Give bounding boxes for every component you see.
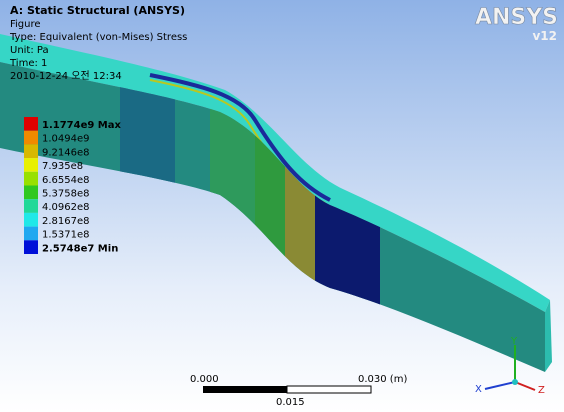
scale-bar — [287, 386, 371, 393]
logo: ANSYS — [475, 5, 558, 30]
legend-label: 2.8167e8 — [42, 216, 90, 227]
header-line: Figure — [10, 19, 41, 30]
triad-label: Z — [538, 385, 545, 396]
legend-label: 4.0962e8 — [42, 202, 90, 213]
scale-middle: 0.015 — [276, 397, 305, 408]
legend-label: 1.0494e9 — [42, 134, 90, 145]
legend-label: 2.5748e7 Min — [42, 243, 118, 254]
logo-version: v12 — [532, 29, 557, 43]
header-line: Unit: Pa — [10, 45, 49, 56]
legend-swatch — [24, 240, 38, 254]
scale-bar — [203, 386, 287, 393]
legend-swatch — [24, 117, 38, 131]
legend-label: 1.1774e9 Max — [42, 120, 122, 131]
legend-label: 6.6554e8 — [42, 175, 90, 186]
legend-swatch — [24, 172, 38, 186]
legend-label: 5.3758e8 — [42, 189, 90, 200]
legend-label: 1.5371e8 — [42, 230, 90, 241]
legend-label: 7.935e8 — [42, 161, 83, 172]
legend-swatch — [24, 158, 38, 172]
header-line: Time: 1 — [9, 58, 47, 69]
triad-label: X — [475, 384, 482, 395]
legend-swatch — [24, 213, 38, 227]
legend-swatch — [24, 144, 38, 158]
legend-swatch — [24, 131, 38, 145]
legend-label: 9.2146e8 — [42, 147, 90, 158]
header-title: A: Static Structural (ANSYS) — [10, 4, 185, 17]
ansys-viewport: A: Static Structural (ANSYS) Figure Type… — [0, 0, 564, 412]
header-line: Type: Equivalent (von-Mises) Stress — [9, 32, 187, 43]
legend-swatch — [24, 199, 38, 213]
scale-end: 0.030 (m) — [358, 374, 407, 385]
legend-swatch — [24, 227, 38, 241]
legend-swatch — [24, 186, 38, 200]
triad-label: Y — [510, 336, 518, 347]
header-line: 2010-12-24 오전 12:34 — [10, 70, 122, 82]
scale-start: 0.000 — [190, 374, 219, 385]
